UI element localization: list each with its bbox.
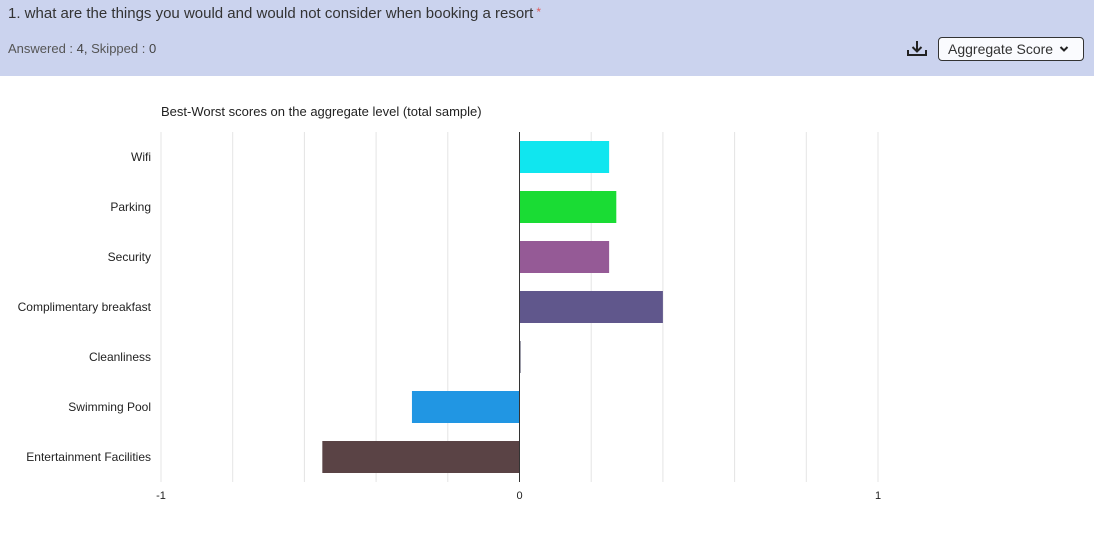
bar: [519, 191, 617, 223]
chart-title: Best-Worst scores on the aggregate level…: [161, 104, 482, 119]
category-label: Entertainment Facilities: [26, 450, 151, 464]
category-label: Wifi: [131, 150, 151, 164]
skipped-count: 0: [148, 41, 157, 56]
category-label: Parking: [110, 200, 151, 214]
bar: [322, 441, 520, 473]
score-view-dropdown[interactable]: Aggregate Score: [938, 37, 1084, 61]
chevron-down-icon: [1059, 46, 1069, 52]
answered-count: 4,: [76, 41, 88, 56]
response-stats: Answered : 4, Skipped : 0: [8, 41, 156, 56]
download-button[interactable]: [905, 38, 929, 60]
question-text: 1. what are the things you would and wou…: [8, 5, 534, 22]
x-tick-label: -1: [156, 490, 166, 502]
x-tick-label: 0: [516, 490, 522, 502]
x-tick-label: 1: [875, 490, 881, 502]
category-label: Cleanliness: [89, 350, 151, 364]
category-label: Security: [108, 250, 151, 264]
bar: [519, 291, 663, 323]
question-header: 1. what are the things you would and wou…: [0, 0, 1094, 76]
bar: [519, 241, 610, 273]
required-marker: *: [536, 5, 542, 19]
question-title: 1. what are the things you would and wou…: [8, 5, 541, 22]
answered-label: Answered :: [8, 41, 74, 56]
skipped-label: Skipped :: [91, 41, 146, 56]
download-icon: [907, 41, 927, 56]
bar: [519, 141, 610, 173]
score-view-label: Aggregate Score: [948, 41, 1054, 57]
category-label: Swimming Pool: [68, 400, 151, 414]
category-label: Complimentary breakfast: [18, 300, 152, 314]
bar: [411, 391, 520, 423]
